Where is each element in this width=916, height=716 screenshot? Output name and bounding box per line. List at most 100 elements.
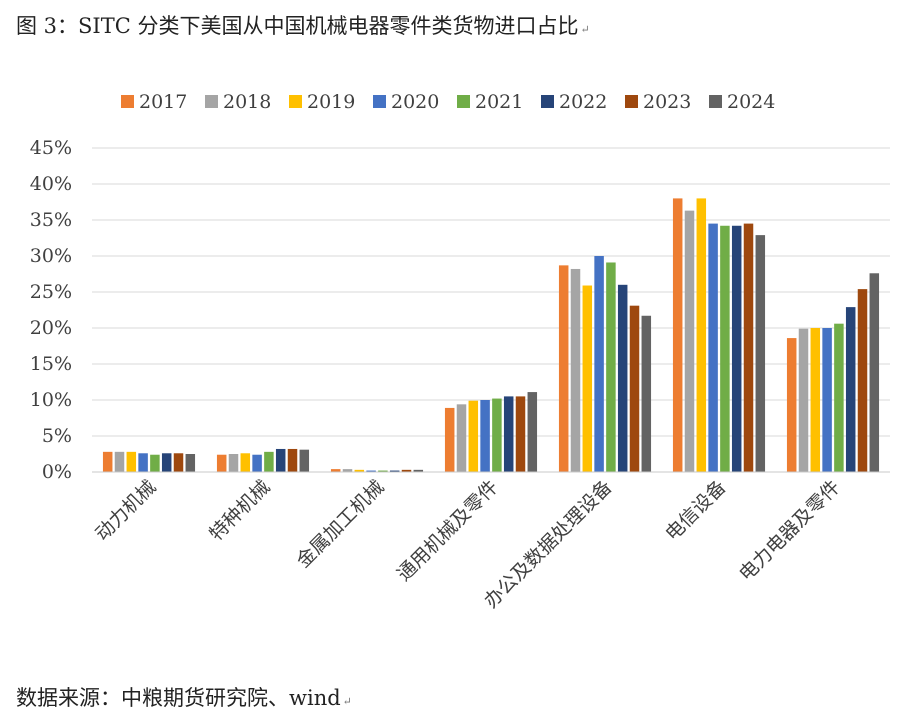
bar <box>869 273 880 472</box>
bar <box>240 453 251 472</box>
legend-label: 2020 <box>391 91 439 113</box>
bar <box>731 225 742 472</box>
bar <box>515 396 526 472</box>
legend-label: 2018 <box>223 91 271 113</box>
bar <box>480 400 490 472</box>
legend-swatch <box>709 95 722 108</box>
x-tick-label: 电力电器及零件 <box>735 476 845 586</box>
legend-label: 2019 <box>307 91 355 113</box>
bar <box>582 285 593 472</box>
chart-legend: 2017 2018 2019 2020 2021 2022 2023 2024 <box>121 91 775 113</box>
bar <box>389 470 400 472</box>
legend-label: 2022 <box>559 91 607 113</box>
legend-label: 2021 <box>475 91 523 113</box>
bar <box>720 225 730 472</box>
x-tick-label: 办公及数据处理设备 <box>480 476 616 612</box>
bar <box>594 256 604 472</box>
y-tick-label: 15% <box>30 353 72 375</box>
y-tick-label: 35% <box>30 209 72 231</box>
paragraph-mark-icon: ↵ <box>580 23 590 36</box>
x-tick-label: 动力机械 <box>91 476 160 545</box>
bar <box>834 323 844 472</box>
legend-swatch <box>625 95 638 108</box>
bar <box>264 451 274 472</box>
legend-swatch <box>289 95 302 108</box>
bar <box>629 305 640 472</box>
legend-swatch <box>373 95 386 108</box>
bar <box>161 453 172 472</box>
bar <box>845 307 856 472</box>
bar <box>503 396 514 472</box>
bar <box>287 448 298 472</box>
y-axis-tick-labels: 0% 5% 10% 15% 20% 25% 30% 35% 40% 45% <box>30 137 72 483</box>
bar <box>114 451 125 472</box>
bar <box>708 223 718 472</box>
bar <box>330 469 341 472</box>
x-tick-label: 特种机械 <box>205 476 274 545</box>
bar <box>558 265 569 472</box>
bar <box>342 469 353 472</box>
y-tick-label: 10% <box>30 389 72 411</box>
bar <box>822 328 832 472</box>
bar <box>798 328 809 472</box>
bar <box>252 454 262 472</box>
bar <box>696 198 707 472</box>
y-tick-label: 40% <box>30 173 72 195</box>
bar <box>228 454 239 472</box>
y-tick-label: 30% <box>30 245 72 267</box>
bar <box>216 454 227 472</box>
bar-chart: 2017 2018 2019 2020 2021 2022 2023 2024 0% 5% 10%… <box>30 91 890 612</box>
bar <box>606 262 616 472</box>
legend-swatch <box>541 95 554 108</box>
x-tick-label: 电信设备 <box>661 476 730 545</box>
figure-title: 图 3：SITC 分类下美国从中国机械电器零件类货物进口占比 ↵ <box>16 12 590 44</box>
bar <box>857 289 868 472</box>
bar <box>492 398 502 472</box>
bar <box>185 454 196 472</box>
figure-source: 数据来源：中粮期货研究院、wind ↵ <box>16 684 352 716</box>
bar <box>102 451 113 472</box>
bar <box>786 338 797 472</box>
bar <box>755 235 766 472</box>
x-tick-label: 金属加工机械 <box>292 476 388 572</box>
bar <box>401 469 412 472</box>
legend-swatch <box>457 95 470 108</box>
bar <box>570 268 581 472</box>
bar <box>150 454 160 472</box>
bar <box>299 449 310 472</box>
bar <box>527 392 538 472</box>
bar <box>641 315 652 472</box>
x-tick-label: 通用机械及零件 <box>393 476 503 586</box>
legend-swatch <box>121 95 134 108</box>
chart-gridlines <box>92 147 890 437</box>
y-tick-label: 0% <box>42 461 72 483</box>
bar <box>672 198 683 472</box>
bar <box>617 284 628 472</box>
legend-label: 2024 <box>727 91 775 113</box>
bar <box>444 407 455 472</box>
y-tick-label: 5% <box>42 425 72 447</box>
bar <box>366 470 376 472</box>
bar <box>173 453 184 472</box>
legend-label: 2017 <box>139 91 187 113</box>
bar <box>275 448 286 472</box>
bar <box>468 400 479 472</box>
bar <box>810 328 821 472</box>
figure-source-text: 数据来源：中粮期货研究院、wind <box>16 686 341 710</box>
legend-swatch <box>205 95 218 108</box>
bar <box>378 470 388 472</box>
bar <box>126 451 137 472</box>
bar <box>413 469 424 472</box>
figure-title-text: 图 3：SITC 分类下美国从中国机械电器零件类货物进口占比 <box>16 14 579 38</box>
paragraph-mark-icon: ↵ <box>342 695 352 708</box>
bar <box>456 404 467 472</box>
bar <box>138 453 148 472</box>
bar <box>684 210 695 472</box>
y-tick-label: 45% <box>30 137 72 159</box>
y-tick-label: 25% <box>30 281 72 303</box>
chart-bars <box>102 198 880 472</box>
bar <box>354 469 365 472</box>
y-tick-label: 20% <box>30 317 72 339</box>
legend-label: 2023 <box>643 91 691 113</box>
